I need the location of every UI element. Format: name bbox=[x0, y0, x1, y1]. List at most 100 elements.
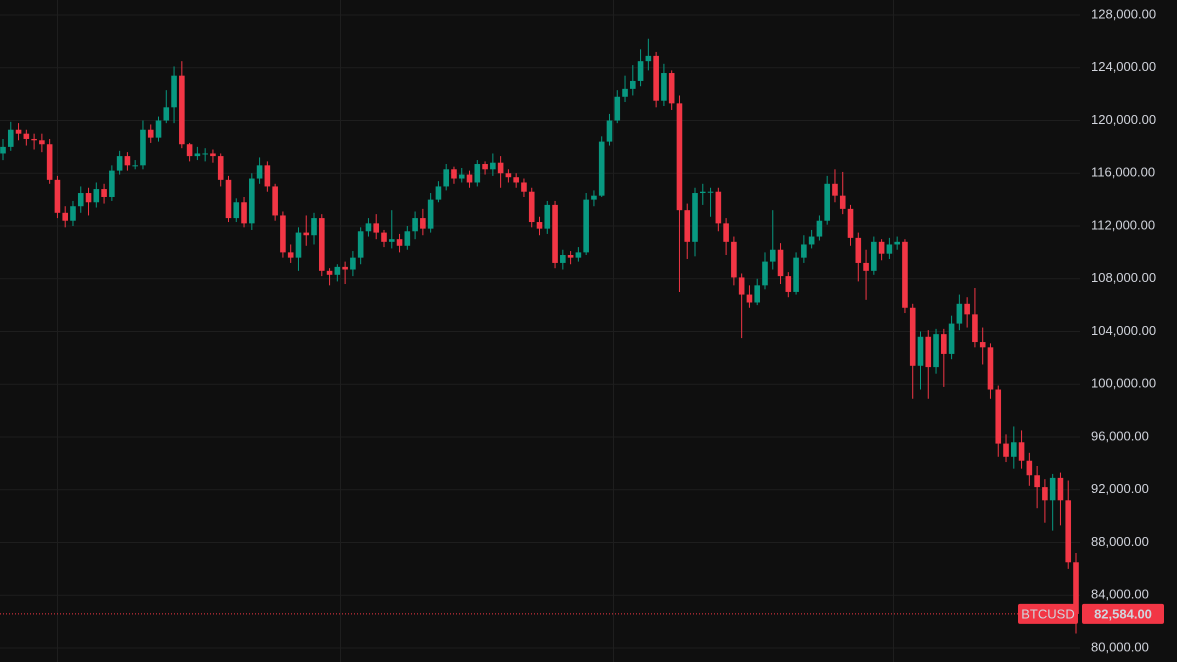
candle-body bbox=[738, 277, 745, 295]
candle-body bbox=[878, 241, 885, 254]
candle-body bbox=[894, 241, 900, 245]
candle-body bbox=[902, 241, 908, 308]
price-axis: 80,000.00 84,000.00 88,000.00 92,000.00 96,0… bbox=[1018, 6, 1164, 654]
candle-body bbox=[490, 162, 496, 170]
candle-body bbox=[249, 178, 255, 224]
candle-body bbox=[497, 162, 504, 174]
price-badge bbox=[1082, 603, 1164, 624]
candle-body bbox=[723, 223, 729, 242]
candle-body bbox=[233, 202, 240, 219]
candle-body bbox=[1065, 500, 1072, 563]
y-tick-label: 100,000.00 bbox=[1091, 376, 1156, 391]
candle-body bbox=[140, 129, 146, 166]
candle-body bbox=[295, 232, 302, 258]
candle-body bbox=[334, 266, 341, 275]
candle-body bbox=[435, 186, 442, 200]
candle-body bbox=[93, 189, 100, 203]
candle-body bbox=[116, 156, 123, 171]
grid bbox=[0, 14, 1080, 649]
candle-body bbox=[676, 103, 683, 211]
candle-body bbox=[909, 307, 916, 366]
candle-body bbox=[62, 212, 69, 221]
candle-body bbox=[606, 120, 613, 142]
symbol-badge bbox=[1018, 603, 1078, 624]
candle-body bbox=[777, 249, 784, 277]
candle-body bbox=[832, 183, 838, 196]
candle-body bbox=[225, 179, 232, 219]
candle-body bbox=[1042, 487, 1048, 501]
candle-body bbox=[816, 220, 823, 237]
symbol-label: BTCUSD bbox=[1021, 606, 1074, 621]
candle-body bbox=[622, 88, 628, 97]
candle-body bbox=[264, 165, 271, 187]
y-tick-label: 108,000.00 bbox=[1091, 270, 1156, 285]
candle-body bbox=[373, 223, 380, 233]
candle-body bbox=[746, 294, 753, 303]
candle-body bbox=[1010, 442, 1017, 457]
y-tick-label: 116,000.00 bbox=[1091, 165, 1155, 180]
candle-body bbox=[404, 231, 411, 246]
candle-body bbox=[839, 195, 846, 209]
candle-body bbox=[699, 191, 706, 194]
y-tick-label: 124,000.00 bbox=[1091, 59, 1156, 74]
candle-body bbox=[451, 169, 457, 179]
candle-body bbox=[707, 191, 714, 193]
candle-body bbox=[7, 129, 14, 147]
candle-body bbox=[645, 55, 652, 62]
candle-body bbox=[987, 347, 994, 390]
candle-body bbox=[54, 179, 61, 213]
candle-body bbox=[443, 169, 449, 187]
candle-body bbox=[147, 129, 154, 138]
candle-body bbox=[863, 262, 869, 271]
candle-body bbox=[217, 156, 224, 180]
candle-body bbox=[202, 153, 208, 155]
candle-body bbox=[847, 208, 854, 238]
candle-body bbox=[964, 303, 970, 315]
candle-body bbox=[754, 285, 761, 303]
candle-body bbox=[357, 231, 364, 258]
candle-body bbox=[948, 323, 955, 354]
candle-body bbox=[567, 255, 574, 258]
candle-body bbox=[124, 156, 131, 166]
candle-body bbox=[1026, 460, 1033, 476]
candle-body bbox=[412, 218, 418, 232]
candle-body bbox=[661, 73, 667, 101]
candle-body bbox=[85, 193, 92, 203]
candle-body bbox=[785, 276, 792, 292]
y-tick-label: 88,000.00 bbox=[1091, 534, 1149, 549]
candle-body bbox=[762, 261, 768, 286]
candle-body bbox=[179, 75, 185, 145]
candle-body bbox=[458, 174, 465, 179]
y-tick-label: 112,000.00 bbox=[1091, 217, 1155, 232]
candle-body bbox=[536, 222, 543, 229]
candle-body bbox=[70, 206, 76, 221]
candle-body bbox=[256, 165, 263, 179]
candle-body bbox=[917, 336, 924, 366]
candle-body bbox=[365, 223, 372, 232]
candle-body bbox=[972, 314, 978, 343]
y-tick-label: 96,000.00 bbox=[1091, 428, 1149, 443]
candle-body bbox=[350, 257, 356, 270]
candle-body bbox=[513, 177, 519, 183]
candle-body bbox=[39, 140, 45, 145]
last-price-label: 82,584.00 bbox=[1094, 606, 1152, 621]
candle-body bbox=[591, 195, 597, 200]
candle-body bbox=[163, 107, 170, 121]
candle-body bbox=[995, 389, 1002, 444]
candle-body bbox=[871, 241, 877, 271]
candle-body bbox=[956, 303, 963, 324]
candle-body bbox=[793, 257, 799, 292]
candle-body bbox=[0, 146, 6, 154]
candle-body bbox=[505, 173, 512, 178]
candle-body bbox=[1018, 442, 1025, 461]
candle-body bbox=[653, 55, 659, 101]
candle-body bbox=[23, 133, 30, 139]
candle-body bbox=[171, 75, 177, 108]
candle-body bbox=[855, 237, 862, 263]
candle-body bbox=[801, 244, 807, 258]
candles bbox=[0, 38, 1080, 634]
candle-body bbox=[583, 199, 589, 253]
candle-body bbox=[630, 80, 636, 89]
candle-body bbox=[194, 153, 201, 157]
